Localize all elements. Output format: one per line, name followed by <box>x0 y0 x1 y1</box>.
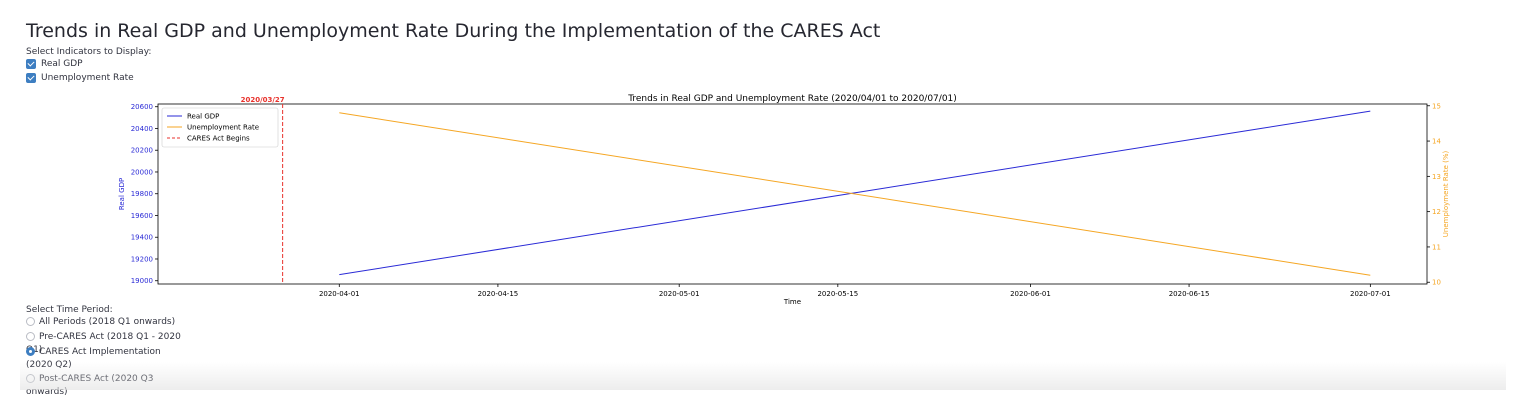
radio-all-periods[interactable]: All Periods (2018 Q1 onwards) <box>26 316 186 329</box>
y-left-tick-label: 20600 <box>131 103 153 111</box>
x-tick-label: 2020-05-01 <box>659 290 700 298</box>
page-title: Trends in Real GDP and Unemployment Rate… <box>26 20 881 42</box>
radio-unselected-icon[interactable] <box>26 332 35 341</box>
y-left-tick-label: 19400 <box>131 234 153 242</box>
time-period-label: Select Time Period: <box>26 305 113 315</box>
y-right-tick-label: 14 <box>1432 138 1441 146</box>
checkbox-checked-icon[interactable] <box>26 73 36 83</box>
legend-label: CARES Act Begins <box>187 135 250 143</box>
y-right-axis-label: Unemployment Rate (%) <box>1442 151 1450 238</box>
y-right-tick-label: 13 <box>1432 173 1441 181</box>
y-right-tick-label: 12 <box>1432 208 1441 216</box>
y-left-tick-label: 20000 <box>131 168 153 176</box>
y-right-tick-label: 10 <box>1432 279 1441 287</box>
checkbox-checked-icon[interactable] <box>26 59 36 69</box>
x-tick-label: 2020-04-01 <box>319 290 360 298</box>
x-tick-label: 2020-05-15 <box>817 290 858 298</box>
legend-box <box>161 107 279 148</box>
x-tick-label: 2020-06-01 <box>1010 290 1051 298</box>
unemployment-rate-line <box>339 112 1371 276</box>
indicators-label: Select Indicators to Display: <box>26 47 152 57</box>
y-left-tick-label: 19800 <box>131 190 153 198</box>
y-left-tick-label: 19200 <box>131 255 153 263</box>
legend-label: Real GDP <box>187 113 219 121</box>
y-right-tick-label: 15 <box>1432 102 1441 110</box>
checkbox-real-gdp[interactable]: Real GDP <box>26 59 83 69</box>
x-tick-label: 2020-04-15 <box>478 290 519 298</box>
y-left-axis-label: Real GDP <box>118 178 126 210</box>
y-left-tick-label: 19000 <box>131 277 153 285</box>
radio-selected-icon[interactable] <box>26 347 35 356</box>
scroll-fade <box>20 362 1506 390</box>
plot-frame <box>157 103 1428 285</box>
legend-label: Unemployment Rate <box>187 124 259 132</box>
chart-title: Trends in Real GDP and Unemployment Rate… <box>627 94 957 104</box>
cares-act-date-label: 2020/03/27 <box>241 96 285 104</box>
radio-unselected-icon[interactable] <box>26 317 35 326</box>
x-tick-label: 2020-06-15 <box>1169 290 1210 298</box>
x-axis-label: Time <box>783 298 801 306</box>
real-gdp-line <box>339 110 1371 276</box>
y-left-tick-label: 19600 <box>131 212 153 220</box>
radio-label: All Periods (2018 Q1 onwards) <box>39 317 176 327</box>
y-left-tick-label: 20200 <box>131 147 153 155</box>
x-tick-label: 2020-07-01 <box>1350 290 1391 298</box>
checkbox-label: Real GDP <box>41 59 83 69</box>
y-right-tick-label: 11 <box>1432 243 1441 251</box>
y-left-tick-label: 20400 <box>131 125 153 133</box>
checkbox-unemployment-rate[interactable]: Unemployment Rate <box>26 73 134 83</box>
checkbox-label: Unemployment Rate <box>41 73 134 83</box>
